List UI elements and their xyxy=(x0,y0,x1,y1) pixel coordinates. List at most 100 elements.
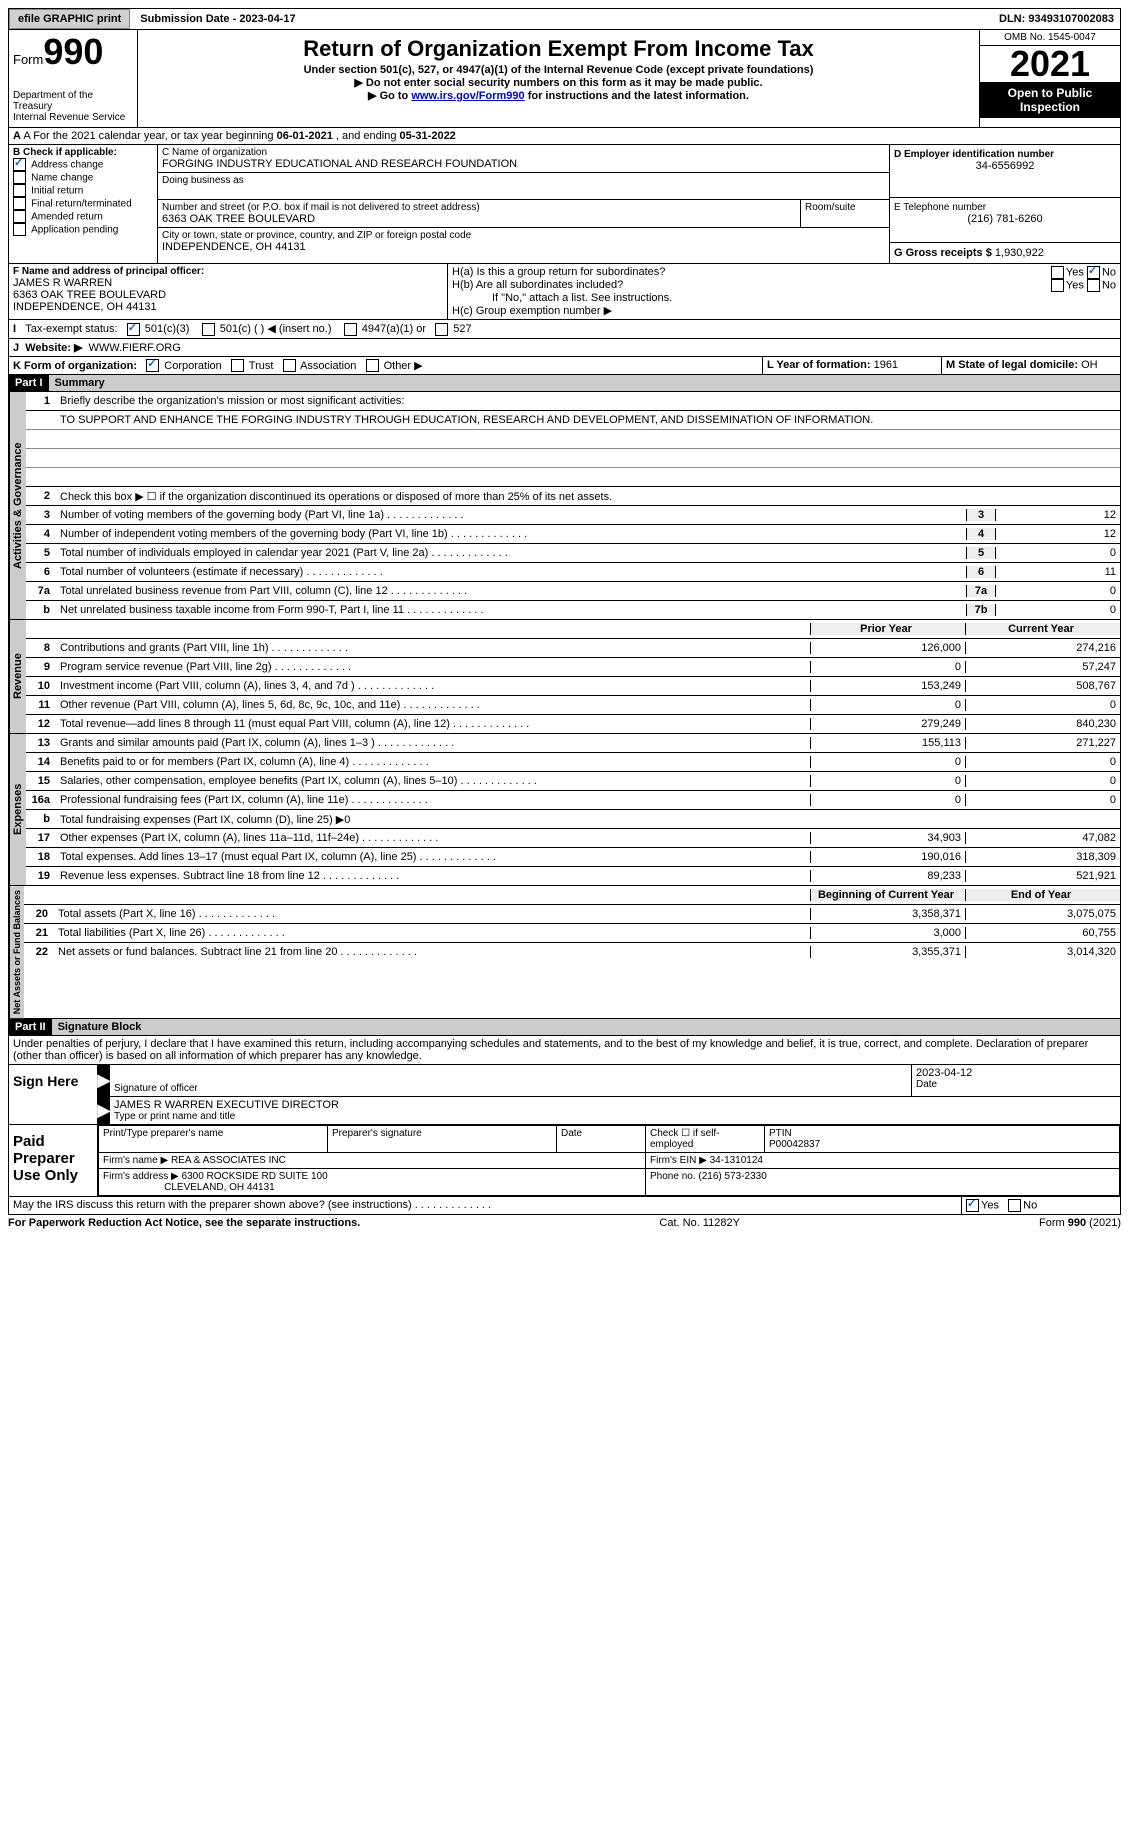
netassets-section: Net Assets or Fund Balances Beginning of… xyxy=(8,886,1121,1019)
b-checkbox[interactable] xyxy=(13,171,26,184)
line-a: A A For the 2021 calendar year, or tax y… xyxy=(8,128,1121,145)
hb-label: H(b) Are all subordinates included? xyxy=(452,279,623,292)
4947-checkbox[interactable] xyxy=(344,323,357,336)
gross-receipts: 1,930,922 xyxy=(995,247,1044,259)
state-domicile: OH xyxy=(1081,359,1098,371)
dept-treasury: Department of the Treasury xyxy=(13,90,133,112)
trust-checkbox[interactable] xyxy=(231,359,244,372)
officer-addr: 6363 OAK TREE BOULEVARD xyxy=(13,289,443,301)
ptin: P00042837 xyxy=(769,1139,820,1150)
b-checkbox[interactable] xyxy=(13,210,26,223)
officer-group-block: F Name and address of principal officer:… xyxy=(8,264,1121,320)
b-checkbox[interactable] xyxy=(13,158,26,171)
f-label: F Name and address of principal officer: xyxy=(13,266,204,277)
form-label: Form xyxy=(13,52,43,67)
officer-city: INDEPENDENCE, OH 44131 xyxy=(13,301,443,313)
year-formation: 1961 xyxy=(874,359,898,371)
dba-label: Doing business as xyxy=(162,175,885,186)
exp-sidetab: Expenses xyxy=(9,734,26,885)
527-checkbox[interactable] xyxy=(435,323,448,336)
website-row: J Website: ▶ WWW.FIERF.ORG xyxy=(8,339,1121,357)
hc-label: H(c) Group exemption number ▶ xyxy=(452,304,1116,317)
form-number: 990 xyxy=(43,31,103,72)
sign-arrow-icon-2: ▶ xyxy=(98,1097,110,1124)
hb-note: If "No," attach a list. See instructions… xyxy=(452,292,1116,304)
addr-label: Number and street (or P.O. box if mail i… xyxy=(162,202,796,213)
irs-label: Internal Revenue Service xyxy=(13,112,133,123)
tax-exempt-status: I Tax-exempt status: 501(c)(3) 501(c) ( … xyxy=(8,320,1121,339)
firm-phone: (216) 573-2330 xyxy=(698,1171,766,1182)
city-state-zip: INDEPENDENCE, OH 44131 xyxy=(162,241,885,253)
discuss-no-checkbox[interactable] xyxy=(1008,1199,1021,1212)
expenses-section: Expenses 13Grants and similar amounts pa… xyxy=(8,734,1121,886)
ha-no-checkbox[interactable] xyxy=(1087,266,1100,279)
part2-header: Part II Signature Block xyxy=(8,1019,1121,1036)
c-name-label: C Name of organization xyxy=(162,147,885,158)
goto-suffix: for instructions and the latest informat… xyxy=(525,90,749,102)
form-header: Form990 Department of the Treasury Inter… xyxy=(8,30,1121,128)
gov-sidetab: Activities & Governance xyxy=(9,392,26,619)
paid-preparer-label: Paid Preparer Use Only xyxy=(9,1125,98,1196)
firm-city: CLEVELAND, OH 44131 xyxy=(164,1182,275,1193)
sign-date: 2023-04-12 xyxy=(916,1067,1116,1079)
sign-arrow-icon: ▶ xyxy=(98,1065,110,1096)
sign-here-label: Sign Here xyxy=(9,1065,98,1124)
activities-governance: Activities & Governance 1Briefly describ… xyxy=(8,392,1121,620)
b-checkbox[interactable] xyxy=(13,223,26,236)
other-checkbox[interactable] xyxy=(366,359,379,372)
goto-prefix: ▶ Go to xyxy=(368,90,411,102)
paid-preparer-block: Paid Preparer Use Only Print/Type prepar… xyxy=(8,1125,1121,1197)
sign-here-block: Sign Here ▶ Signature of officer 2023-04… xyxy=(8,1065,1121,1125)
page-footer: For Paperwork Reduction Act Notice, see … xyxy=(8,1215,1121,1229)
firm-name: REA & ASSOCIATES INC xyxy=(171,1155,286,1166)
b-checkbox[interactable] xyxy=(13,184,26,197)
preparer-table: Print/Type preparer's name Preparer's si… xyxy=(98,1125,1120,1196)
rev-sidetab: Revenue xyxy=(9,620,26,733)
discuss-yes-checkbox[interactable] xyxy=(966,1199,979,1212)
dln: DLN: 93493107002083 xyxy=(993,10,1120,28)
firm-ein: 34-1310124 xyxy=(710,1155,763,1166)
b-header: B Check if applicable: xyxy=(13,147,117,158)
website: WWW.FIERF.ORG xyxy=(89,342,181,354)
discuss-row: May the IRS discuss this return with the… xyxy=(8,1197,1121,1215)
net-sidetab: Net Assets or Fund Balances xyxy=(9,886,24,1018)
d-label: D Employer identification number xyxy=(894,149,1054,160)
part1-header: Part I Summary xyxy=(8,375,1121,392)
form-subtitle-2: ▶ Do not enter social security numbers o… xyxy=(142,76,975,89)
part2-bar: Part II xyxy=(9,1019,52,1035)
declaration: Under penalties of perjury, I declare th… xyxy=(8,1036,1121,1065)
submission-date: Submission Date - 2023-04-17 xyxy=(134,10,301,28)
officer-name: JAMES R WARREN xyxy=(13,277,443,289)
org-form-row: K Form of organization: Corporation Trus… xyxy=(8,357,1121,376)
part2-title: Signature Block xyxy=(52,1019,1120,1035)
street-address: 6363 OAK TREE BOULEVARD xyxy=(162,213,796,225)
ha-yes-checkbox[interactable] xyxy=(1051,266,1064,279)
tax-year: 2021 xyxy=(980,46,1120,82)
telephone: (216) 781-6260 xyxy=(894,213,1116,225)
room-label: Room/suite xyxy=(801,200,889,227)
entity-block: B Check if applicable: Address change Na… xyxy=(8,145,1121,264)
open-inspection: Open to Public Inspection xyxy=(980,82,1120,118)
ein: 34-6556992 xyxy=(894,160,1116,172)
e-label: E Telephone number xyxy=(894,202,1116,213)
irs-link[interactable]: www.irs.gov/Form990 xyxy=(411,90,524,102)
officer-printed-name: JAMES R WARREN EXECUTIVE DIRECTOR xyxy=(114,1099,1116,1111)
501c-checkbox[interactable] xyxy=(202,323,215,336)
efile-print-button[interactable]: efile GRAPHIC print xyxy=(9,9,130,29)
assoc-checkbox[interactable] xyxy=(283,359,296,372)
firm-addr: 6300 ROCKSIDE RD SUITE 100 xyxy=(182,1171,328,1182)
part1-bar: Part I xyxy=(9,375,49,391)
topbar: efile GRAPHIC print Submission Date - 20… xyxy=(8,8,1121,30)
b-checkbox[interactable] xyxy=(13,197,26,210)
ha-label: H(a) Is this a group return for subordin… xyxy=(452,266,665,279)
form-subtitle-1: Under section 501(c), 527, or 4947(a)(1)… xyxy=(142,64,975,76)
hb-yes-checkbox[interactable] xyxy=(1051,279,1064,292)
org-name: FORGING INDUSTRY EDUCATIONAL AND RESEARC… xyxy=(162,158,885,170)
form-title: Return of Organization Exempt From Incom… xyxy=(142,36,975,62)
501c3-checkbox[interactable] xyxy=(127,323,140,336)
revenue-section: Revenue Prior YearCurrent Year 8Contribu… xyxy=(8,620,1121,734)
corp-checkbox[interactable] xyxy=(146,359,159,372)
mission: TO SUPPORT AND ENHANCE THE FORGING INDUS… xyxy=(56,412,1120,428)
g-label: G Gross receipts $ xyxy=(894,247,992,259)
hb-no-checkbox[interactable] xyxy=(1087,279,1100,292)
